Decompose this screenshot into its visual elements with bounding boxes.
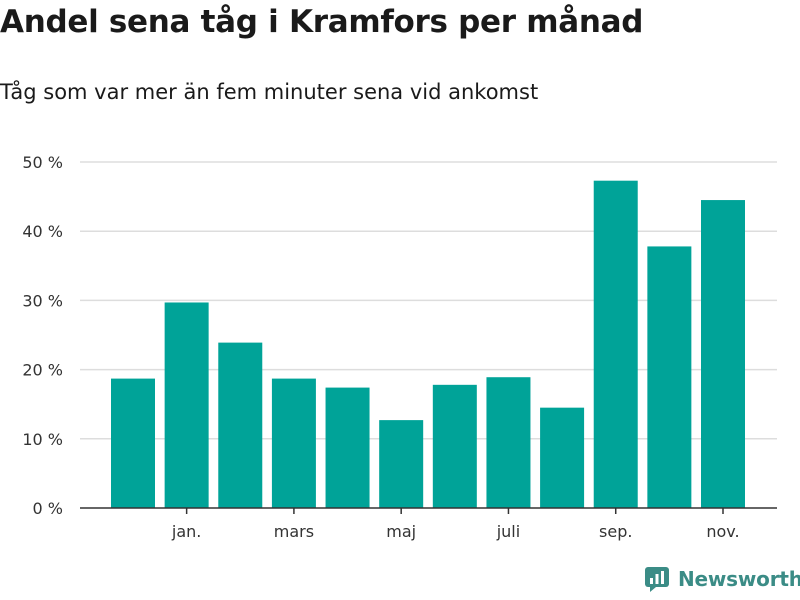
y-tick-label: 0 % [33,499,63,518]
y-tick-label: 10 % [22,430,63,449]
bar [432,384,477,508]
brand: Newsworthy [644,566,800,592]
bar [540,407,585,508]
x-tick-label: maj [386,522,416,541]
bar [647,246,692,508]
bar [379,420,424,508]
bar [593,180,638,508]
x-tick-label: juli [496,522,520,541]
x-tick-label: jan. [171,522,201,541]
bar [486,377,531,508]
bar [325,387,370,508]
bar [701,200,745,508]
newsworthy-logo-icon [645,567,669,592]
bar [164,302,209,508]
y-tick-label: 30 % [22,291,63,310]
chart-title: Andel sena tåg i Kramfors per månad [0,4,644,40]
y-tick-label: 40 % [22,222,63,241]
x-tick-label: nov. [706,522,739,541]
bar-chart: 0 % 10 % 20 % 30 % 40 % 50 % jan. mars maj juli se… [22,153,777,541]
x-tick-label: mars [274,522,314,541]
chart-subtitle: Tåg som var mer än fem minuter sena vid … [0,80,539,104]
brand-name: Newsworthy [678,567,800,591]
y-tick-label: 50 % [22,153,63,172]
bar [271,378,316,508]
bar [218,342,263,508]
bar [111,378,155,508]
y-tick-label: 20 % [22,361,63,380]
x-tick-label: sep. [599,522,632,541]
